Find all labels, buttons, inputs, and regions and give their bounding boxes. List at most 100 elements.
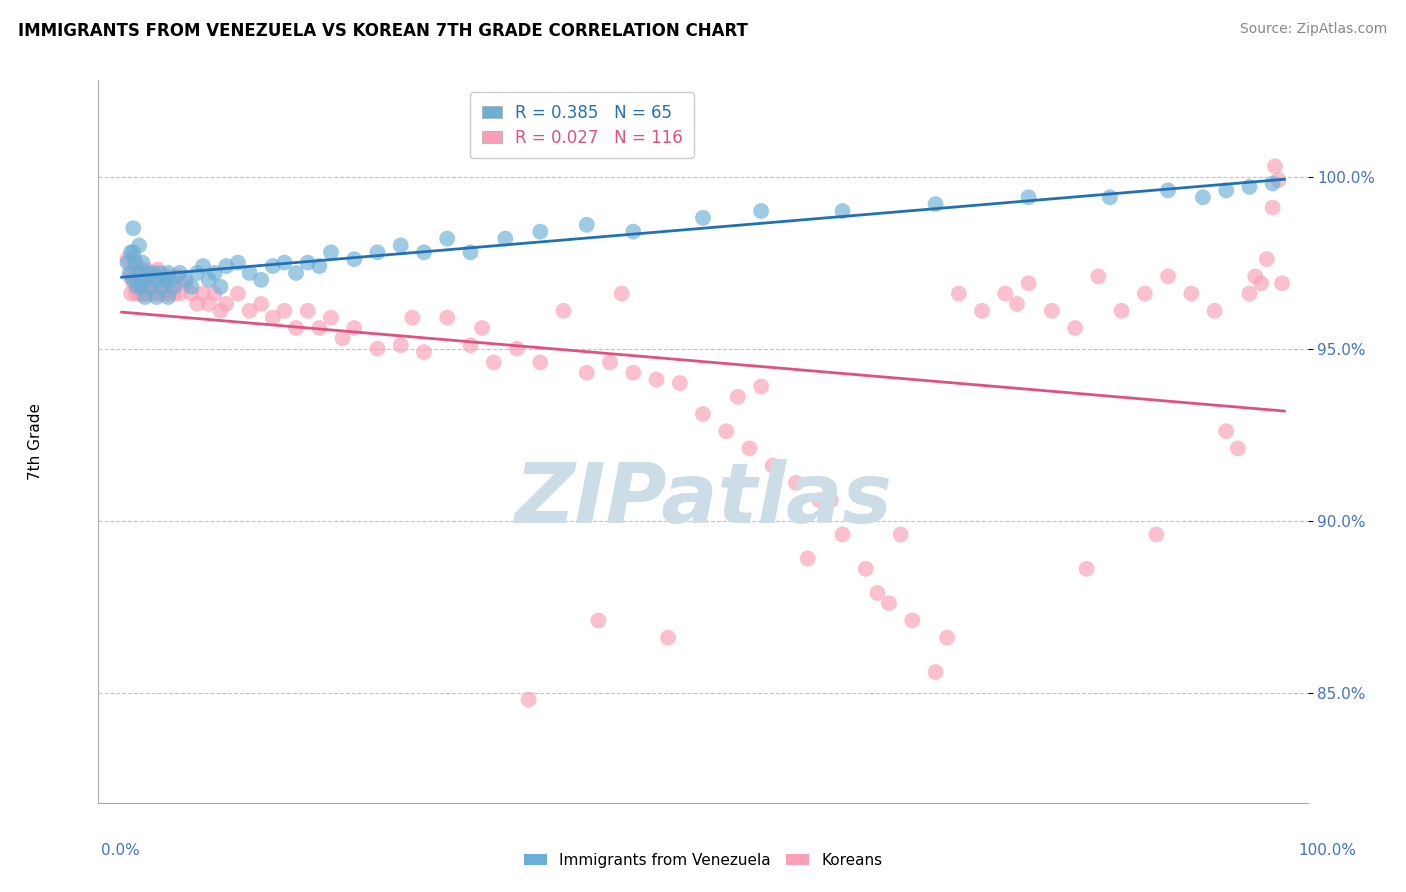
Point [610,286,633,301]
Point [1076,562,1098,576]
Point [796,551,818,566]
Point [692,407,714,421]
Point [262,310,284,325]
Point [127,277,149,291]
Point [413,245,436,260]
Point [169,286,191,301]
Point [308,259,330,273]
Point [343,252,366,267]
Point [150,279,173,293]
Point [1226,442,1249,456]
Point [692,211,714,225]
Point [273,303,295,318]
Point [366,342,388,356]
Point [198,273,221,287]
Point [157,286,180,301]
Point [1250,277,1272,291]
Point [198,297,221,311]
Point [831,527,853,541]
Legend: R = 0.385   N = 65, R = 0.027   N = 116: R = 0.385 N = 65, R = 0.027 N = 116 [470,92,695,158]
Point [129,262,152,277]
Point [157,290,180,304]
Point [936,631,959,645]
Point [166,269,188,284]
Point [239,266,262,280]
Point [118,269,141,284]
Point [924,665,946,679]
Point [1239,180,1261,194]
Point [1133,286,1156,301]
Point [136,277,159,291]
Point [163,279,186,293]
Point [890,527,912,541]
Point [413,345,436,359]
Point [142,266,165,280]
Point [226,255,249,269]
Point [163,286,186,301]
Point [599,355,621,369]
Point [401,310,423,325]
Point [209,279,232,293]
Point [135,262,157,277]
Point [285,321,308,335]
Text: IMMIGRANTS FROM VENEZUELA VS KOREAN 7TH GRADE CORRELATION CHART: IMMIGRANTS FROM VENEZUELA VS KOREAN 7TH … [18,22,748,40]
Point [727,390,749,404]
Point [215,259,238,273]
Point [1040,303,1063,318]
Point [575,218,598,232]
Point [948,286,970,301]
Point [866,586,889,600]
Point [132,269,155,284]
Point [901,614,924,628]
Point [785,475,807,490]
Point [1098,190,1121,204]
Point [122,221,145,235]
Point [145,273,167,287]
Point [136,266,159,280]
Y-axis label: 7th Grade: 7th Grade [28,403,42,480]
Point [1244,269,1267,284]
Point [174,273,197,287]
Point [1111,303,1133,318]
Point [186,297,208,311]
Point [142,286,165,301]
Point [131,286,153,301]
Point [153,286,176,301]
Point [297,303,319,318]
Point [131,255,153,269]
Point [128,238,150,252]
Point [297,255,319,269]
Point [215,297,238,311]
Point [120,286,142,301]
Point [855,562,877,576]
Text: 100.0%: 100.0% [1299,843,1357,858]
Point [250,297,273,311]
Point [1256,252,1278,267]
Point [186,266,208,280]
Point [762,458,785,473]
Point [517,692,540,706]
Point [139,279,162,293]
Point [460,338,482,352]
Point [436,310,458,325]
Point [122,262,145,277]
Legend: Immigrants from Venezuela, Koreans: Immigrants from Venezuela, Koreans [517,847,889,873]
Point [209,303,232,318]
Point [120,245,142,260]
Point [169,266,191,280]
Point [174,277,197,291]
Point [575,366,598,380]
Point [738,442,761,456]
Point [118,266,141,280]
Point [1271,277,1294,291]
Point [588,614,610,628]
Point [877,596,900,610]
Point [128,266,150,280]
Point [749,379,772,393]
Point [389,238,412,252]
Point [139,269,162,284]
Point [143,277,166,291]
Point [1261,177,1284,191]
Point [117,252,139,267]
Point [262,259,284,273]
